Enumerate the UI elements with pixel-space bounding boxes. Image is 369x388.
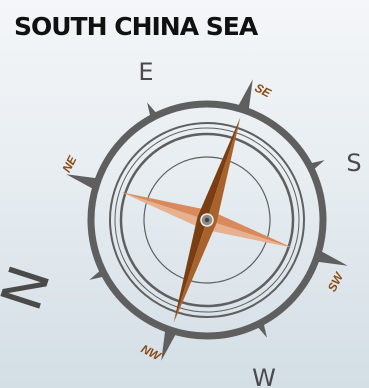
label-se: SE <box>253 81 275 101</box>
label-e: E <box>138 58 153 86</box>
label-nw: NW <box>139 342 165 364</box>
label-ne: NE <box>59 153 79 175</box>
compass-main-ticks <box>66 79 348 361</box>
label-w: W <box>252 364 276 388</box>
label-s: S <box>346 149 361 177</box>
label-n: N <box>0 258 64 318</box>
label-sw: SW <box>325 269 347 294</box>
map-title: SOUTH CHINA SEA <box>14 12 258 41</box>
